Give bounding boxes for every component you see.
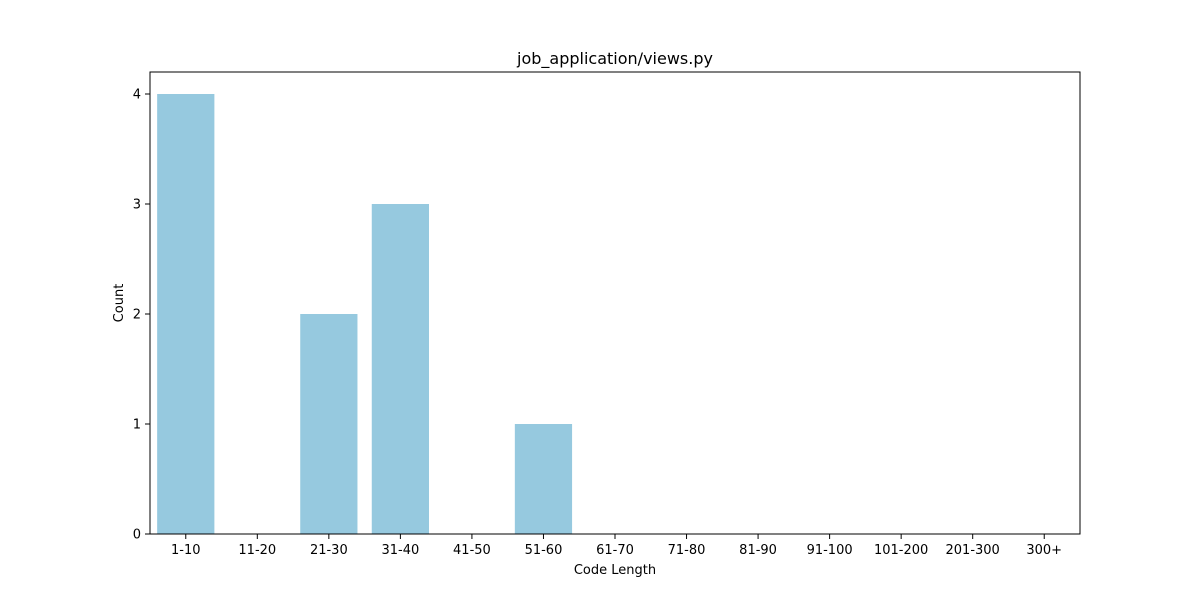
x-tick-label: 71-80 (668, 543, 706, 558)
x-axis-title: Code Length (574, 563, 656, 578)
y-axis-title: Count (112, 284, 127, 323)
plot-frame (149, 71, 1081, 535)
y-tick-label: 1 (133, 418, 141, 433)
bar-51-60 (514, 424, 573, 534)
y-tick-label: 2 (133, 308, 141, 323)
x-tick-label: 51-60 (525, 543, 563, 558)
x-tick-label: 31-40 (381, 543, 419, 558)
chart-title: job_application/views.py (516, 49, 713, 69)
bar-1-10 (157, 94, 215, 534)
x-tick-label: 1-10 (171, 543, 201, 558)
x-tick-label: 41-50 (453, 543, 491, 558)
x-axis-ticks: 1-10 11-20 21-30 31-40 41-50 51-60 61-70 71-80 8… (171, 534, 1062, 558)
y-tick-label: 3 (133, 198, 141, 213)
x-tick-label: 201-300 (946, 543, 1000, 558)
x-tick-label: 91-100 (807, 543, 853, 558)
x-tick-label: 11-20 (238, 543, 276, 558)
bar-21-30 (300, 314, 358, 534)
x-tick-label: 300+ (1026, 543, 1062, 558)
bar-31-40 (371, 204, 429, 534)
x-tick-label: 21-30 (310, 543, 348, 558)
bars-layer (157, 94, 573, 534)
y-tick-label: 0 (133, 528, 141, 543)
y-axis-ticks: 0 1 2 3 4 (133, 88, 150, 543)
x-tick-label: 61-70 (596, 543, 634, 558)
y-tick-label: 4 (133, 88, 141, 103)
x-tick-label: 81-90 (739, 543, 777, 558)
x-tick-label: 101-200 (874, 543, 928, 558)
